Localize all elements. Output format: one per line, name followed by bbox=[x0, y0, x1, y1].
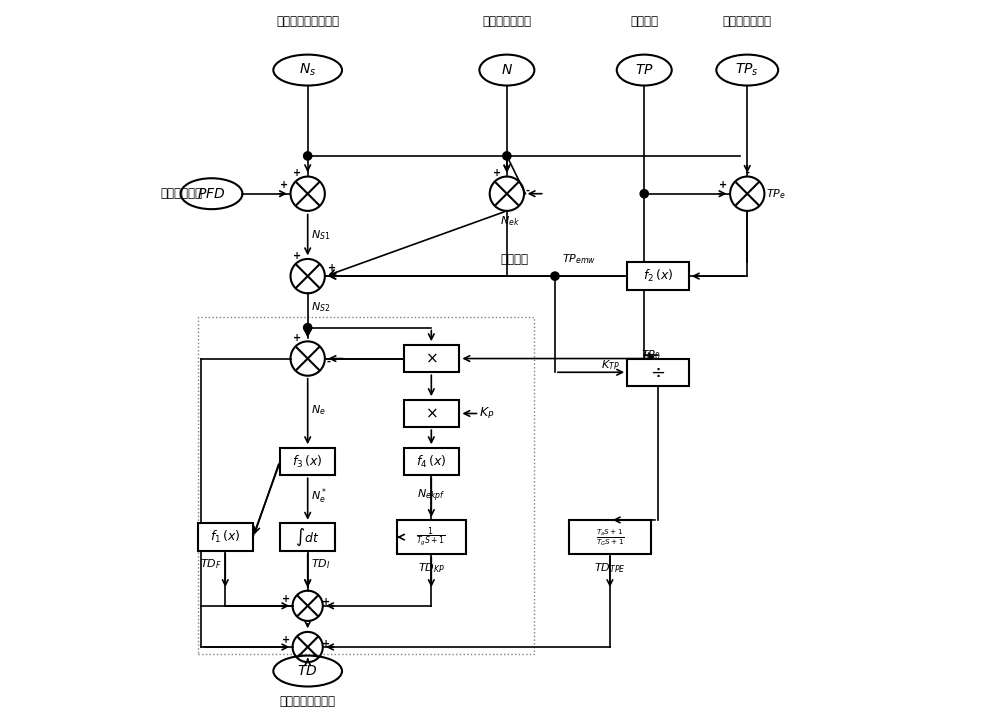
Text: +: + bbox=[282, 635, 290, 645]
Text: $N_{ek}$: $N_{ek}$ bbox=[500, 214, 520, 228]
Text: +: + bbox=[293, 333, 301, 343]
Text: $TD_{KP}$: $TD_{KP}$ bbox=[418, 561, 445, 575]
Text: $\frac{T_a S+1}{T_G S+1}$: $\frac{T_a S+1}{T_G S+1}$ bbox=[596, 527, 624, 548]
Text: $TD_F$: $TD_F$ bbox=[200, 558, 222, 571]
FancyBboxPatch shape bbox=[404, 399, 459, 427]
FancyBboxPatch shape bbox=[397, 520, 466, 554]
Circle shape bbox=[304, 324, 312, 332]
Text: +: + bbox=[293, 168, 301, 178]
Text: $TD_{TPE}$: $TD_{TPE}$ bbox=[594, 561, 626, 575]
FancyBboxPatch shape bbox=[569, 520, 651, 554]
Text: $TP_e$: $TP_e$ bbox=[766, 187, 786, 201]
Circle shape bbox=[640, 189, 648, 198]
Text: +: + bbox=[322, 638, 330, 648]
Text: $\div$: $\div$ bbox=[650, 363, 666, 381]
Text: $N$: $N$ bbox=[501, 63, 513, 77]
Text: -: - bbox=[525, 185, 529, 195]
Text: $TD$: $TD$ bbox=[297, 664, 318, 678]
Text: $TP$: $TP$ bbox=[635, 63, 654, 77]
Text: $K_{TP}$: $K_{TP}$ bbox=[601, 358, 620, 373]
Text: +: + bbox=[293, 250, 301, 260]
Text: +: + bbox=[280, 180, 288, 190]
Text: 火电机组负荷设定值: 火电机组负荷设定值 bbox=[276, 16, 339, 28]
Text: $TP_0$: $TP_0$ bbox=[641, 349, 661, 362]
Text: +: + bbox=[328, 263, 336, 273]
Text: $TP_{emw}$: $TP_{emw}$ bbox=[562, 252, 596, 266]
Text: 机前压力设定值: 机前压力设定值 bbox=[723, 16, 772, 28]
Text: $TD_I$: $TD_I$ bbox=[311, 558, 331, 571]
Text: 一次调频指令: 一次调频指令 bbox=[160, 187, 202, 200]
Text: +: + bbox=[282, 594, 290, 604]
Text: $\frac{1}{T_g S+1}$: $\frac{1}{T_g S+1}$ bbox=[416, 525, 446, 549]
FancyBboxPatch shape bbox=[198, 523, 253, 551]
Text: $N_s$: $N_s$ bbox=[299, 62, 316, 78]
Text: $N^*_e$: $N^*_e$ bbox=[311, 486, 327, 506]
Text: $PFD$: $PFD$ bbox=[197, 187, 226, 201]
Text: +: + bbox=[719, 180, 727, 190]
Text: $N_{S1}$: $N_{S1}$ bbox=[311, 228, 331, 242]
Text: 汽机主控调节指令: 汽机主控调节指令 bbox=[280, 696, 336, 707]
Text: $N_{S2}$: $N_{S2}$ bbox=[311, 300, 331, 314]
FancyBboxPatch shape bbox=[280, 523, 335, 551]
FancyBboxPatch shape bbox=[404, 345, 459, 373]
Text: $\times$: $\times$ bbox=[425, 407, 438, 421]
Text: $f_1\,(x)$: $f_1\,(x)$ bbox=[210, 529, 240, 545]
FancyBboxPatch shape bbox=[404, 448, 459, 475]
Circle shape bbox=[503, 152, 511, 160]
Text: $N_e$: $N_e$ bbox=[311, 403, 326, 417]
Text: -: - bbox=[326, 357, 330, 367]
Text: $f_3\,(x)$: $f_3\,(x)$ bbox=[292, 453, 323, 469]
Text: $TP_s$: $TP_s$ bbox=[735, 62, 759, 78]
Text: $K_P$: $K_P$ bbox=[479, 406, 495, 421]
FancyBboxPatch shape bbox=[280, 448, 335, 475]
Text: $N_{ekpf}$: $N_{ekpf}$ bbox=[417, 488, 445, 504]
Text: 机前压力: 机前压力 bbox=[630, 16, 658, 28]
Circle shape bbox=[304, 152, 312, 160]
Text: $f_2\,(x)$: $f_2\,(x)$ bbox=[643, 268, 673, 284]
FancyBboxPatch shape bbox=[627, 262, 689, 290]
Text: $\times$: $\times$ bbox=[425, 351, 438, 366]
Text: $\int dt$: $\int dt$ bbox=[295, 526, 320, 548]
Text: $f_4\,(x)$: $f_4\,(x)$ bbox=[416, 453, 447, 469]
Text: +: + bbox=[493, 168, 501, 178]
FancyBboxPatch shape bbox=[627, 358, 689, 386]
Text: 压力拉回: 压力拉回 bbox=[500, 253, 528, 266]
Circle shape bbox=[551, 272, 559, 280]
Text: -: - bbox=[745, 168, 749, 178]
Text: 火电机组负荷值: 火电机组负荷值 bbox=[482, 16, 531, 28]
Text: +: + bbox=[322, 597, 330, 607]
